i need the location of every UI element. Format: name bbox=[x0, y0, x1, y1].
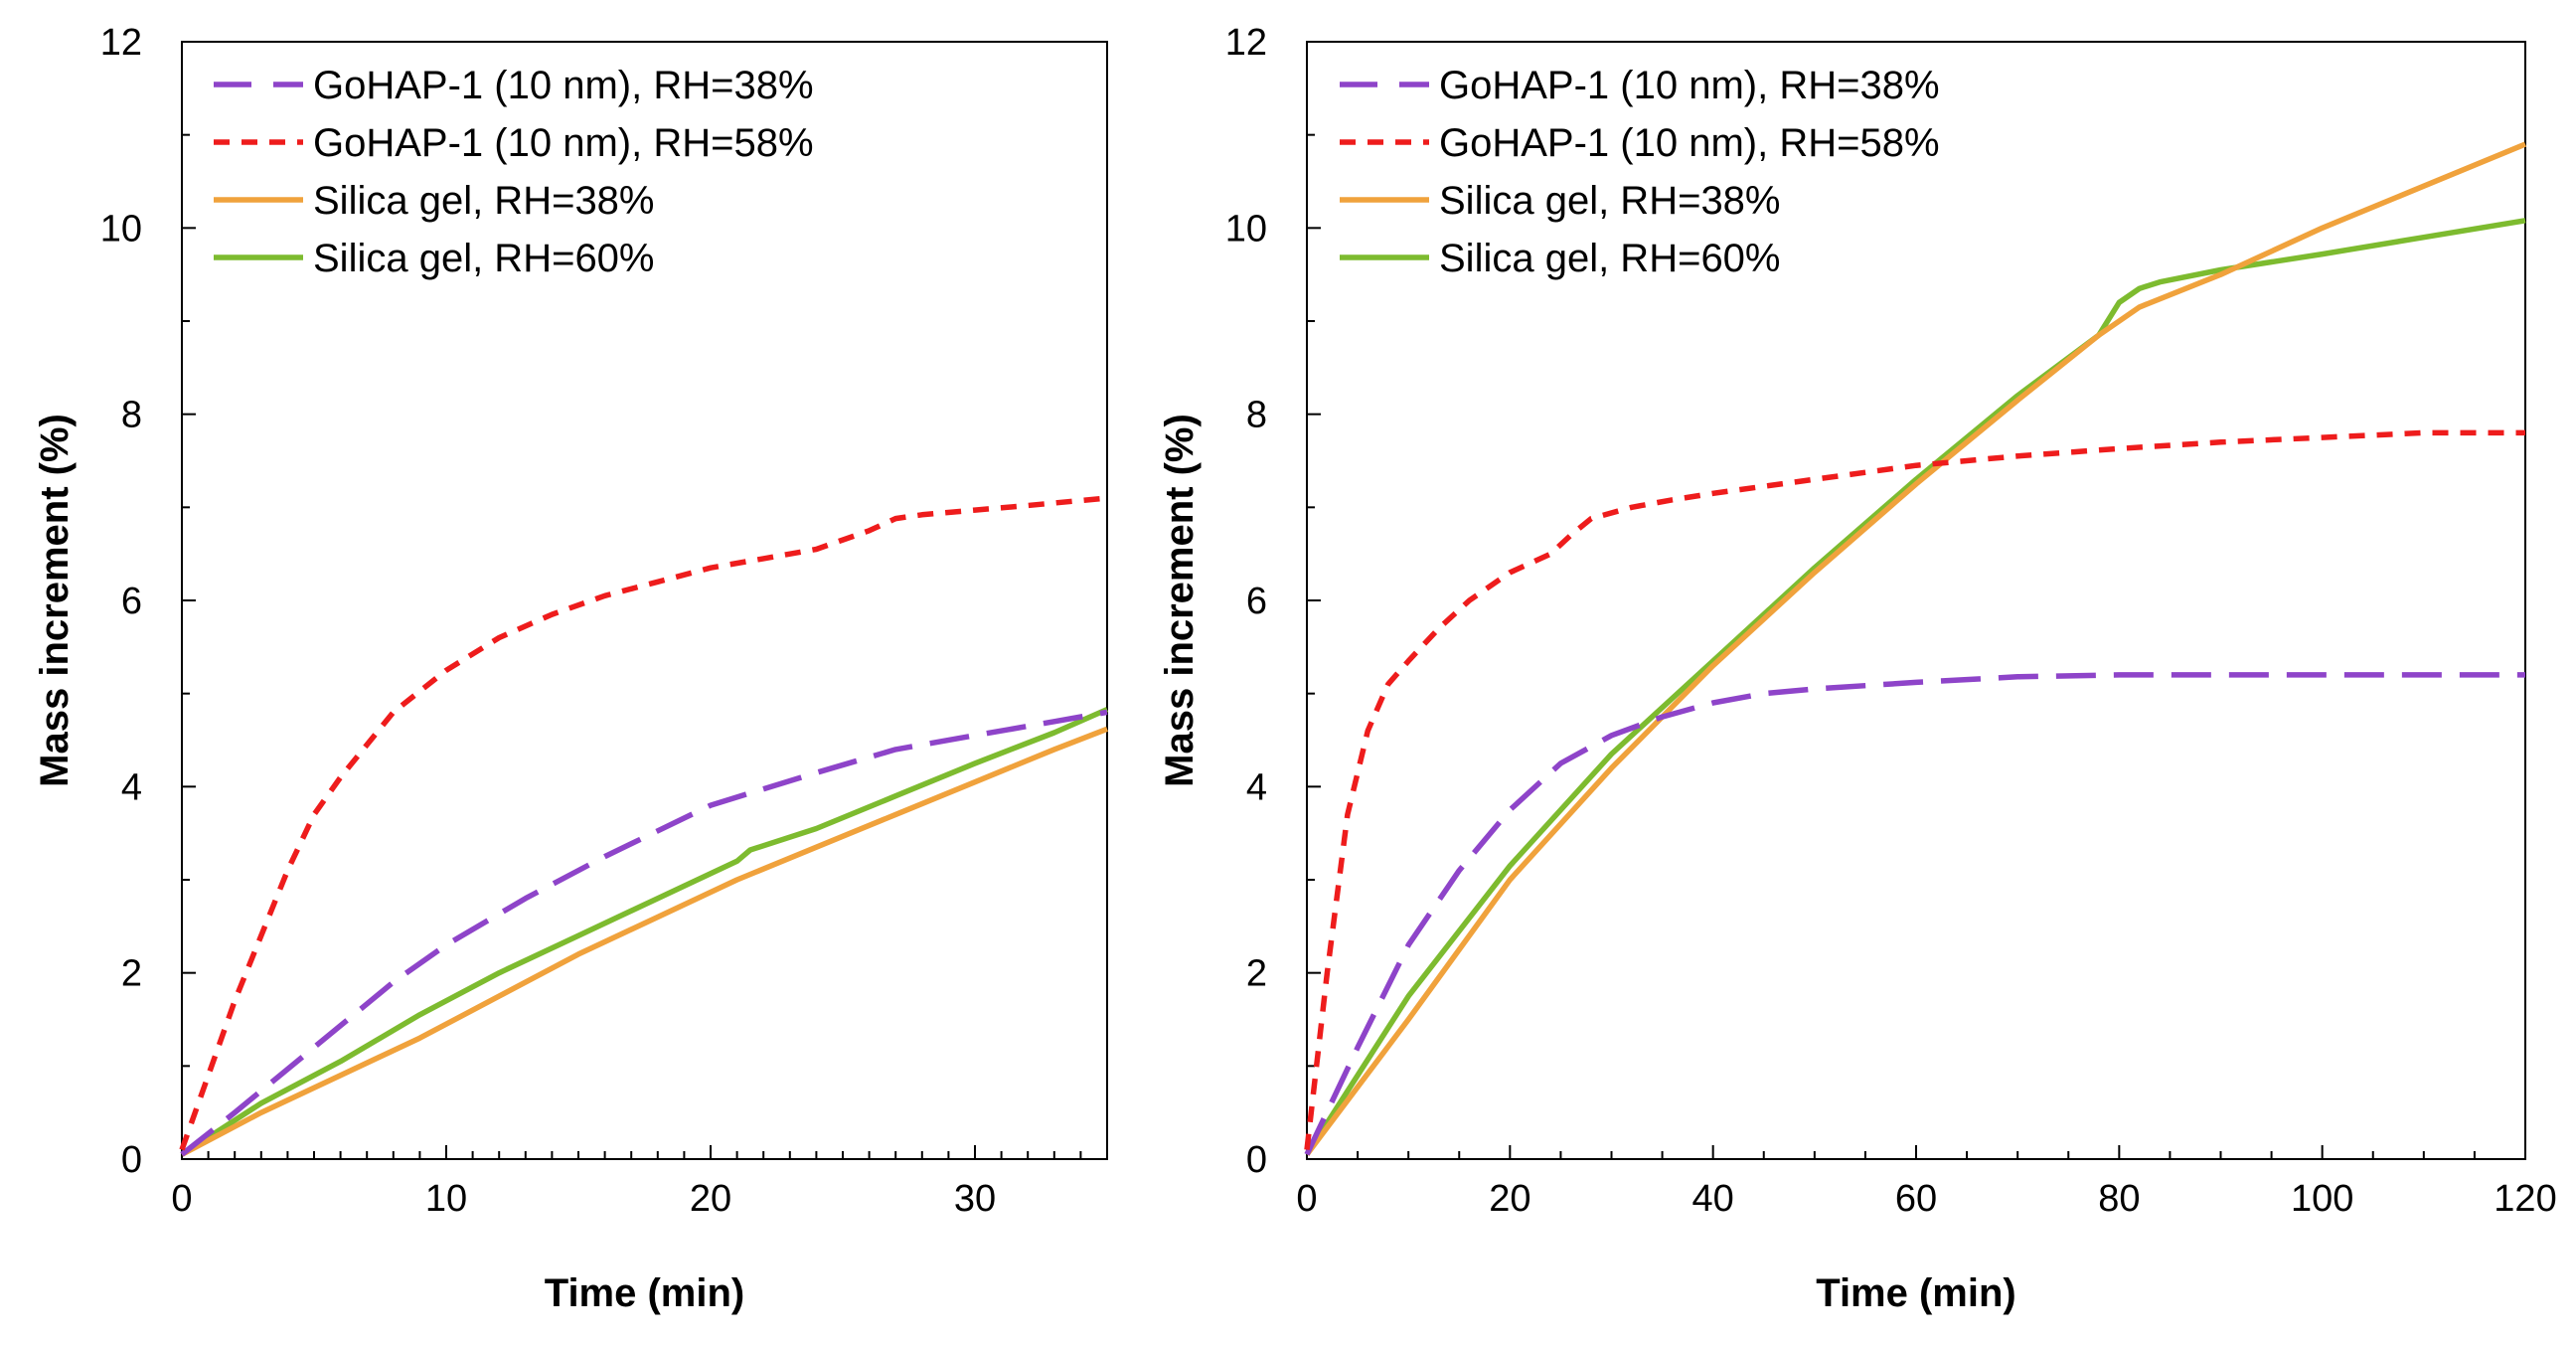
left-y-tick-label: 8 bbox=[121, 395, 142, 436]
right-legend: GoHAP-1 (10 nm), RH=38% GoHAP-1 (10 nm),… bbox=[1340, 64, 1940, 280]
right-x-axis-label: Time (min) bbox=[1816, 1271, 2016, 1315]
left-series-gohap-58 bbox=[179, 495, 1108, 1151]
left-series bbox=[179, 495, 1109, 1157]
left-legend: GoHAP-1 (10 nm), RH=38% GoHAP-1 (10 nm),… bbox=[214, 64, 814, 280]
left-y-axis-label: Mass increment (%) bbox=[33, 414, 77, 787]
left-x-axis-label: Time (min) bbox=[545, 1271, 745, 1315]
right-legend-label-gohap-58: GoHAP-1 (10 nm), RH=58% bbox=[1439, 121, 1940, 165]
right-legend-label-silica-38: Silica gel, RH=38% bbox=[1439, 179, 1781, 223]
right-legend-label-silica-60: Silica gel, RH=60% bbox=[1439, 237, 1781, 280]
left-x-tick-label: 10 bbox=[425, 1178, 467, 1220]
right-x-tick-label: 60 bbox=[1895, 1178, 1937, 1220]
right-y-tick-label: 4 bbox=[1246, 766, 1267, 808]
right-y-tick-label: 0 bbox=[1246, 1139, 1267, 1181]
left-legend-label-silica-38: Silica gel, RH=38% bbox=[313, 179, 655, 223]
right-legend-label-gohap-38: GoHAP-1 (10 nm), RH=38% bbox=[1439, 64, 1940, 107]
right-y-tick-labels: 0 2 4 6 8 10 12 bbox=[1225, 22, 1267, 1181]
right-y-tick-label: 12 bbox=[1225, 22, 1267, 64]
right-series bbox=[1304, 141, 2527, 1156]
right-x-tick-labels: 0 20 40 60 80 100 120 bbox=[1296, 1178, 2556, 1220]
right-series-silica-38 bbox=[1304, 141, 2527, 1156]
right-x-tick-label: 80 bbox=[2098, 1178, 2140, 1220]
right-y-tick-label: 2 bbox=[1246, 953, 1267, 995]
right-x-tick-label: 40 bbox=[1692, 1178, 1734, 1220]
left-x-tick-label: 30 bbox=[954, 1178, 996, 1220]
right-x-tick-label: 0 bbox=[1296, 1178, 1317, 1220]
left-x-tick-label: 20 bbox=[690, 1178, 731, 1220]
right-x-tick-label: 100 bbox=[2291, 1178, 2353, 1220]
left-y-tick-label: 2 bbox=[121, 953, 142, 995]
left-x-tick-label: 0 bbox=[171, 1178, 192, 1220]
right-y-tick-label: 6 bbox=[1246, 581, 1267, 622]
left-legend-label-gohap-38: GoHAP-1 (10 nm), RH=38% bbox=[313, 64, 814, 107]
left-y-tick-label: 4 bbox=[121, 766, 142, 808]
right-x-tick-label: 20 bbox=[1489, 1178, 1530, 1220]
right-tick-marks bbox=[1306, 41, 2526, 1160]
left-legend-label-silica-60: Silica gel, RH=60% bbox=[313, 237, 655, 280]
right-chart: 0 20 40 60 80 100 120 0 2 4 6 8 10 12 Time (min) Mas… bbox=[1158, 22, 2557, 1315]
right-y-tick-label: 10 bbox=[1225, 208, 1267, 250]
left-y-tick-label: 6 bbox=[121, 581, 142, 622]
left-y-tick-labels: 0 2 4 6 8 10 12 bbox=[100, 22, 142, 1181]
right-x-tick-label: 120 bbox=[2494, 1178, 2556, 1220]
left-chart: 0 10 20 30 0 2 4 6 8 10 12 Time (min) Mass increm… bbox=[33, 22, 1109, 1315]
left-legend-label-gohap-58: GoHAP-1 (10 nm), RH=58% bbox=[313, 121, 814, 165]
right-y-axis-label: Mass increment (%) bbox=[1158, 414, 1202, 787]
right-series-gohap-58 bbox=[1304, 429, 2525, 1150]
left-y-tick-label: 10 bbox=[100, 208, 142, 250]
left-series-silica-38 bbox=[180, 726, 1108, 1157]
left-x-tick-labels: 0 10 20 30 bbox=[171, 1178, 996, 1220]
left-y-tick-label: 0 bbox=[121, 1139, 142, 1181]
left-series-silica-60 bbox=[180, 707, 1109, 1157]
left-y-tick-label: 12 bbox=[100, 22, 142, 64]
right-series-gohap-38 bbox=[1304, 672, 2525, 1156]
right-y-tick-label: 8 bbox=[1246, 395, 1267, 436]
left-series-gohap-38 bbox=[180, 709, 1108, 1157]
